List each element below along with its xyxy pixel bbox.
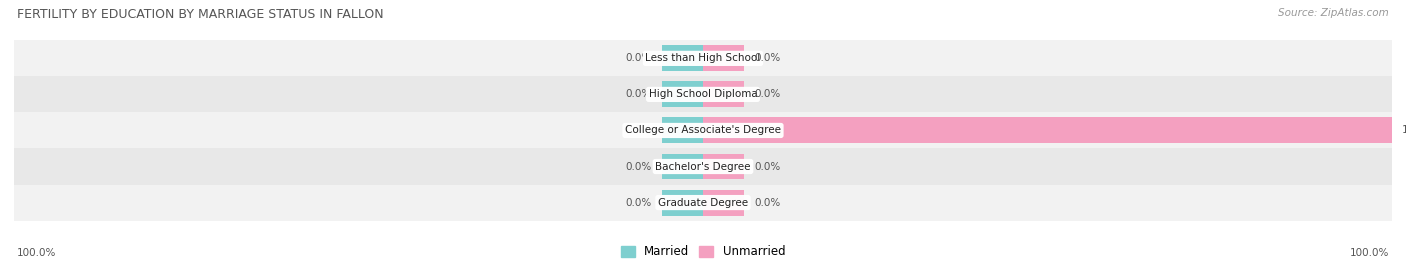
Text: 0.0%: 0.0% (626, 125, 651, 136)
Text: 0.0%: 0.0% (755, 53, 780, 63)
Text: 100.0%: 100.0% (1350, 248, 1389, 258)
Text: Bachelor's Degree: Bachelor's Degree (655, 161, 751, 172)
Text: 0.0%: 0.0% (626, 53, 651, 63)
Text: High School Diploma: High School Diploma (648, 89, 758, 100)
Bar (703, 118, 1392, 143)
Text: 0.0%: 0.0% (626, 197, 651, 208)
Bar (14, 112, 1392, 148)
Bar (703, 190, 744, 215)
Bar (662, 154, 703, 179)
Bar (14, 148, 1392, 185)
Text: FERTILITY BY EDUCATION BY MARRIAGE STATUS IN FALLON: FERTILITY BY EDUCATION BY MARRIAGE STATU… (17, 8, 384, 21)
Text: 0.0%: 0.0% (755, 161, 780, 172)
Bar (14, 76, 1392, 112)
Bar (703, 154, 744, 179)
Bar (14, 185, 1392, 221)
Legend: Married, Unmarried: Married, Unmarried (616, 241, 790, 263)
Text: 0.0%: 0.0% (626, 89, 651, 100)
Text: 100.0%: 100.0% (17, 248, 56, 258)
Bar (662, 190, 703, 215)
Text: 0.0%: 0.0% (626, 161, 651, 172)
Bar (662, 118, 703, 143)
Text: College or Associate's Degree: College or Associate's Degree (626, 125, 780, 136)
Text: Less than High School: Less than High School (645, 53, 761, 63)
Bar (14, 40, 1392, 76)
Bar (703, 82, 744, 107)
Text: 0.0%: 0.0% (755, 89, 780, 100)
Text: Source: ZipAtlas.com: Source: ZipAtlas.com (1278, 8, 1389, 18)
Text: Graduate Degree: Graduate Degree (658, 197, 748, 208)
Bar (662, 82, 703, 107)
Text: 0.0%: 0.0% (755, 197, 780, 208)
Text: 100.0%: 100.0% (1402, 125, 1406, 136)
Bar (703, 45, 744, 71)
Bar (662, 45, 703, 71)
